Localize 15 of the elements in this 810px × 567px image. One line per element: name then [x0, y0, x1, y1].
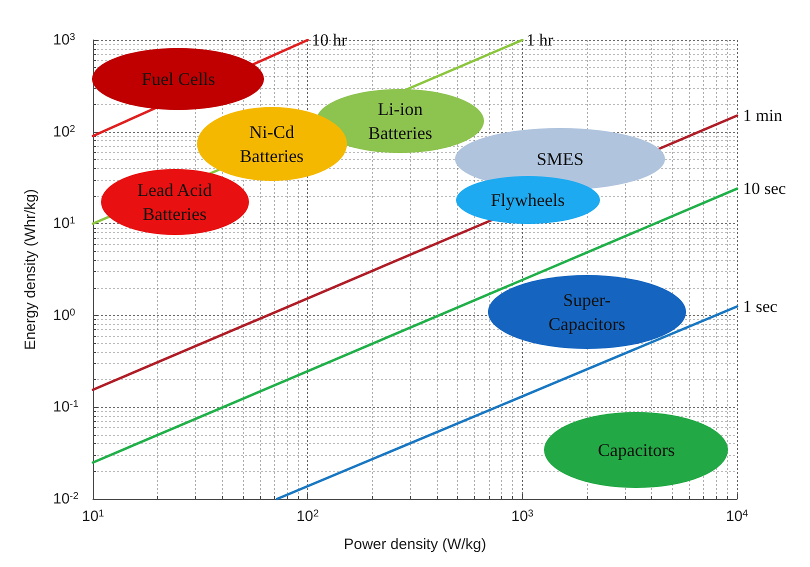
annotation: Capacitors [598, 439, 675, 462]
series-label: 1 hr [526, 30, 554, 50]
x-axis-title: Power density (W/kg) [344, 536, 486, 553]
series-label: 10 hr [312, 30, 348, 50]
series-label: 1 sec [743, 297, 778, 316]
y-axis-title: Energy density (Whr/kg) [22, 189, 39, 350]
series-label: 1 min [743, 106, 783, 126]
annotation: Super- Capacitors [548, 288, 626, 336]
series-label: 10 sec [743, 179, 786, 198]
annotation: Li-ion Batteries [368, 98, 432, 146]
annotation: Fuel Cells [142, 68, 216, 91]
annotation: SMES [536, 148, 584, 171]
annotation: Ni-Cd Batteries [240, 121, 304, 168]
annotation: Lead Acid Batteries [137, 179, 212, 226]
annotation: Flywheels [490, 189, 565, 212]
